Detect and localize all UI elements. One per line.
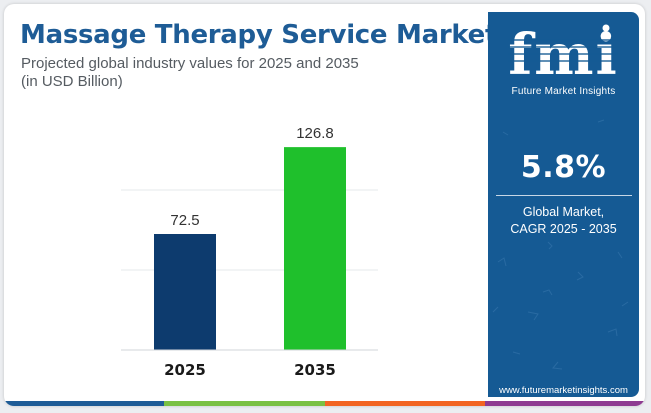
bar-2025: [154, 234, 216, 350]
summary-panel: fmi Future Market Insights 5.8% Global M…: [488, 12, 639, 397]
bottom-bar-segment-4: [484, 401, 645, 406]
bars: [154, 147, 346, 350]
panel-texture: [492, 119, 629, 370]
data-label-2025: 72.5: [170, 212, 199, 229]
logo-company-name: Future Market Insights: [511, 86, 616, 97]
bar-chart: 72.5 2025 126.8 2035: [121, 125, 378, 379]
page-title: Massage Therapy Service Market: [20, 20, 498, 50]
bottom-bar-segment-3: [324, 401, 485, 406]
subtitle-unit: (in USD Billion): [21, 73, 123, 90]
logo-text: fmi: [508, 22, 619, 88]
cagr-label-line1: Global Market,: [522, 205, 605, 219]
fmi-logo-icon: fmi: [508, 22, 619, 88]
x-tick-label-2035: 2035: [294, 361, 336, 379]
bottom-color-bar: [4, 401, 645, 406]
subtitle-text: Projected global industry values for 202…: [21, 55, 359, 72]
cagr-label-line2: CAGR 2025 - 2035: [510, 222, 617, 236]
data-label-2035: 126.8: [296, 125, 334, 142]
website-link[interactable]: www.futuremarketinsights.com: [499, 385, 628, 396]
chart-subtitle: Projected global industry values for 202…: [21, 55, 441, 91]
cagr-value: 5.8%: [520, 150, 607, 185]
bottom-bar-segment-1: [4, 401, 165, 406]
bottom-bar-segment-2: [164, 401, 325, 406]
x-tick-label-2025: 2025: [164, 361, 206, 379]
labels: 72.5 2025 126.8 2035: [164, 125, 336, 379]
bar-2035: [284, 147, 346, 350]
infographic-card: Massage Therapy Service Market Projected…: [4, 4, 645, 406]
cagr-label: Global Market, CAGR 2025 - 2035: [488, 204, 639, 238]
cagr-divider: [496, 195, 632, 196]
